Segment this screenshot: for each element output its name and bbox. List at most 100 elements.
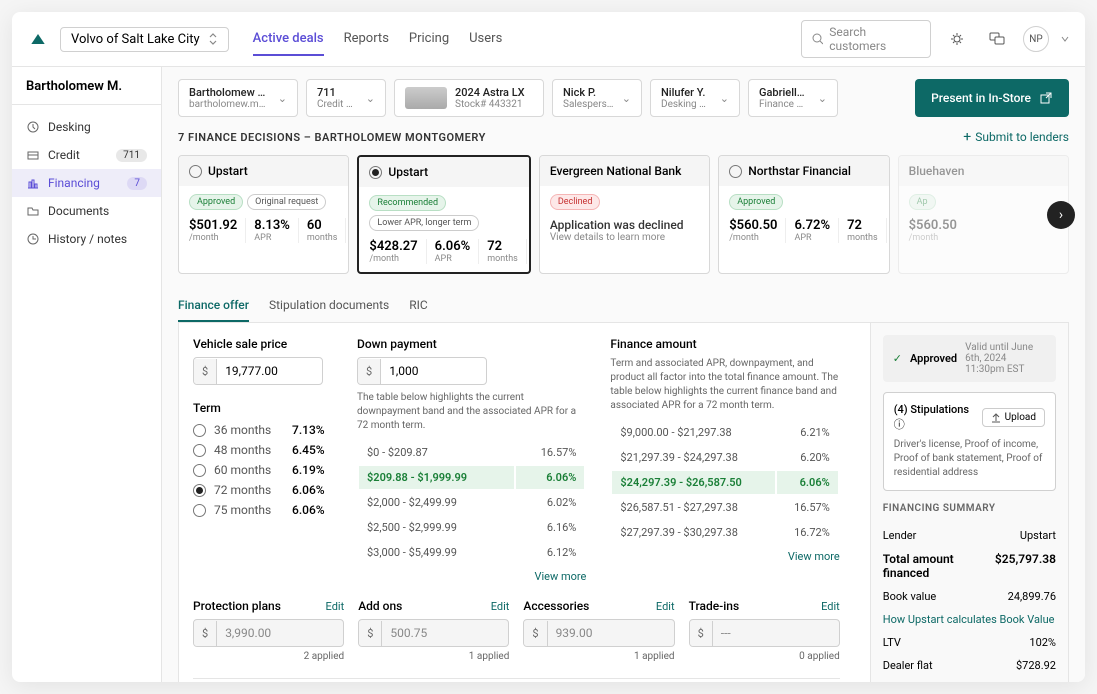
plan-value: $500.75	[358, 619, 509, 647]
metric: $560.50/month	[729, 218, 786, 243]
lender-name: Upstart	[388, 165, 428, 179]
status-pill: Recommended	[369, 195, 446, 211]
plan-applied: 2 applied	[193, 651, 344, 662]
summary-row: Dealer fee$0	[883, 677, 1056, 682]
stip-title: (4) Stipulations ⓘ	[894, 403, 982, 432]
decisions-header: 7 FINANCE DECISIONS – BARTHOLOMEW MONTGO…	[178, 129, 1069, 145]
ctx-credit[interactable]: 711 Credit score ⌄	[306, 79, 386, 117]
view-more-down[interactable]: View more	[357, 570, 586, 583]
nav-reports[interactable]: Reports	[344, 23, 389, 56]
tab-ric[interactable]: RIC	[409, 290, 427, 322]
term-option[interactable]: 36 months7.13%	[193, 423, 333, 437]
offer-boxes: Original offer details View offer histor…	[193, 678, 840, 682]
book-value-link[interactable]: How Upstart calculates Book Value	[883, 613, 1055, 626]
tab-finance-offer[interactable]: Finance offer	[178, 290, 249, 322]
edit-link[interactable]: Edit	[326, 600, 345, 613]
term-label: Term	[193, 401, 333, 415]
view-more-finance[interactable]: View more	[610, 550, 839, 563]
financing-icon	[26, 176, 40, 190]
settings-button[interactable]	[943, 25, 971, 53]
decision-cards: UpstartApprovedOriginal request$501.92/m…	[178, 155, 1069, 274]
sidebar-financing[interactable]: Financing 7	[12, 169, 161, 197]
radio-icon	[193, 464, 206, 477]
radio-icon	[729, 165, 742, 178]
sidebar-credit[interactable]: Credit 711	[12, 141, 161, 169]
logo-icon	[28, 32, 48, 46]
plan-column: Protection plansEdit$3,990.002 applied	[193, 599, 344, 662]
sidebar-desking[interactable]: Desking	[12, 113, 161, 141]
chat-button[interactable]	[983, 25, 1011, 53]
chevron-down-icon[interactable]	[1061, 35, 1069, 43]
edit-link[interactable]: Edit	[656, 600, 675, 613]
term-option[interactable]: 72 months6.06%	[193, 483, 333, 497]
search-input[interactable]: Search customers	[801, 20, 931, 58]
decision-card[interactable]: Upstart Recommended Lower APR, longer term…	[357, 155, 530, 274]
chevron-down-icon: ⌄	[622, 92, 631, 105]
plan-value: $---	[689, 619, 840, 647]
finance-help: Term and associated APR, downpayment, an…	[610, 357, 839, 413]
ctx-customer[interactable]: Bartholomew M... bartholomew.montgome...…	[178, 79, 298, 117]
ctx-finance-manager[interactable]: Gabriella H. Finance mana... ⌄	[748, 79, 838, 117]
down-input[interactable]: $ 1,000	[357, 357, 487, 385]
submit-to-lenders[interactable]: + Submit to lenders	[963, 129, 1069, 145]
decision-card[interactable]: Evergreen National BankDeclinedApplicati…	[539, 155, 710, 274]
main-content: Bartholomew M... bartholomew.montgome...…	[162, 67, 1085, 682]
tab-stipulation-docs[interactable]: Stipulation documents	[269, 290, 389, 322]
status-pill: Lower APR, longer term	[369, 215, 479, 231]
ctx-salesperson[interactable]: Nick P. Salesperson ⌄	[552, 79, 642, 117]
metric: 6.72%APR	[786, 218, 839, 243]
decision-card[interactable]: BluehavenAp$560.50/month	[898, 155, 1069, 274]
offer-content: Vehicle sale price $ 19,777.00 Term 36 m…	[178, 323, 1069, 682]
plan-applied: 0 applied	[689, 651, 840, 662]
status-text: Approved	[910, 352, 957, 365]
search-icon	[812, 33, 823, 45]
present-button[interactable]: Present in In-Store	[915, 79, 1069, 117]
nav-active-deals[interactable]: Active deals	[253, 23, 324, 56]
upload-icon	[991, 413, 1001, 423]
radio-icon	[193, 424, 206, 437]
edit-link[interactable]: Edit	[821, 600, 840, 613]
radio-icon	[369, 166, 382, 179]
range-row: $27,297.39 - $30,297.3816.72%	[612, 521, 837, 544]
chevron-updown-icon	[208, 33, 218, 45]
card-header: Upstart	[359, 157, 528, 187]
decision-card[interactable]: UpstartApprovedOriginal request$501.92/m…	[178, 155, 349, 274]
range-row: $0 - $209.8716.57%	[359, 441, 584, 464]
avatar[interactable]: NP	[1023, 26, 1049, 52]
card-header: Bluehaven	[899, 156, 1068, 186]
term-option[interactable]: 48 months6.45%	[193, 443, 333, 457]
nav-pricing[interactable]: Pricing	[409, 23, 449, 56]
decision-card[interactable]: Northstar FinancialApproved$560.50/month…	[718, 155, 889, 274]
metric: 72months	[839, 218, 887, 243]
edit-link[interactable]: Edit	[491, 600, 510, 613]
sale-price-input[interactable]: $ 19,777.00	[193, 357, 323, 385]
ctx-desking-manager[interactable]: Nilufer Y. Desking mana... ⌄	[650, 79, 740, 117]
range-row: $26,587.51 - $27,297.3816.57%	[612, 496, 837, 519]
sale-price-label: Vehicle sale price	[193, 337, 333, 351]
term-option[interactable]: 60 months6.19%	[193, 463, 333, 477]
scroll-right-button[interactable]: ›	[1047, 201, 1075, 229]
status-pill: Approved	[729, 194, 783, 210]
status-pill: Ap	[909, 194, 936, 210]
sidebar-history[interactable]: History / notes	[12, 225, 161, 253]
term-option[interactable]: 75 months6.06%	[193, 503, 333, 517]
range-row: $209.88 - $1,999.996.06%	[359, 466, 584, 489]
dealer-select[interactable]: Volvo of Salt Lake City	[60, 27, 229, 52]
range-row: $2,000 - $2,499.996.02%	[359, 491, 584, 514]
sidebar-documents[interactable]: Documents	[12, 197, 161, 225]
summary-row[interactable]: How Upstart calculates Book Value	[883, 608, 1056, 631]
plan-column: Trade-insEdit$---0 applied	[689, 599, 840, 662]
radio-icon	[193, 504, 206, 517]
declined-text: Application was declined	[550, 218, 699, 232]
lender-name: Upstart	[208, 164, 248, 178]
chevron-down-icon: ⌄	[278, 92, 287, 105]
metric: 8.13%APR	[246, 218, 299, 243]
radio-icon	[193, 444, 206, 457]
upload-button[interactable]: Upload	[982, 408, 1045, 427]
card-header: Upstart	[179, 156, 348, 186]
plan-column: AccessoriesEdit$939.001 applied	[523, 599, 674, 662]
finance-label: Finance amount	[610, 337, 839, 351]
ctx-vehicle[interactable]: 2024 Astra LX Stock# 443321	[394, 79, 544, 117]
nav-users[interactable]: Users	[469, 23, 502, 56]
summary-rows: LenderUpstartTotal amount financed$25,79…	[883, 524, 1056, 682]
